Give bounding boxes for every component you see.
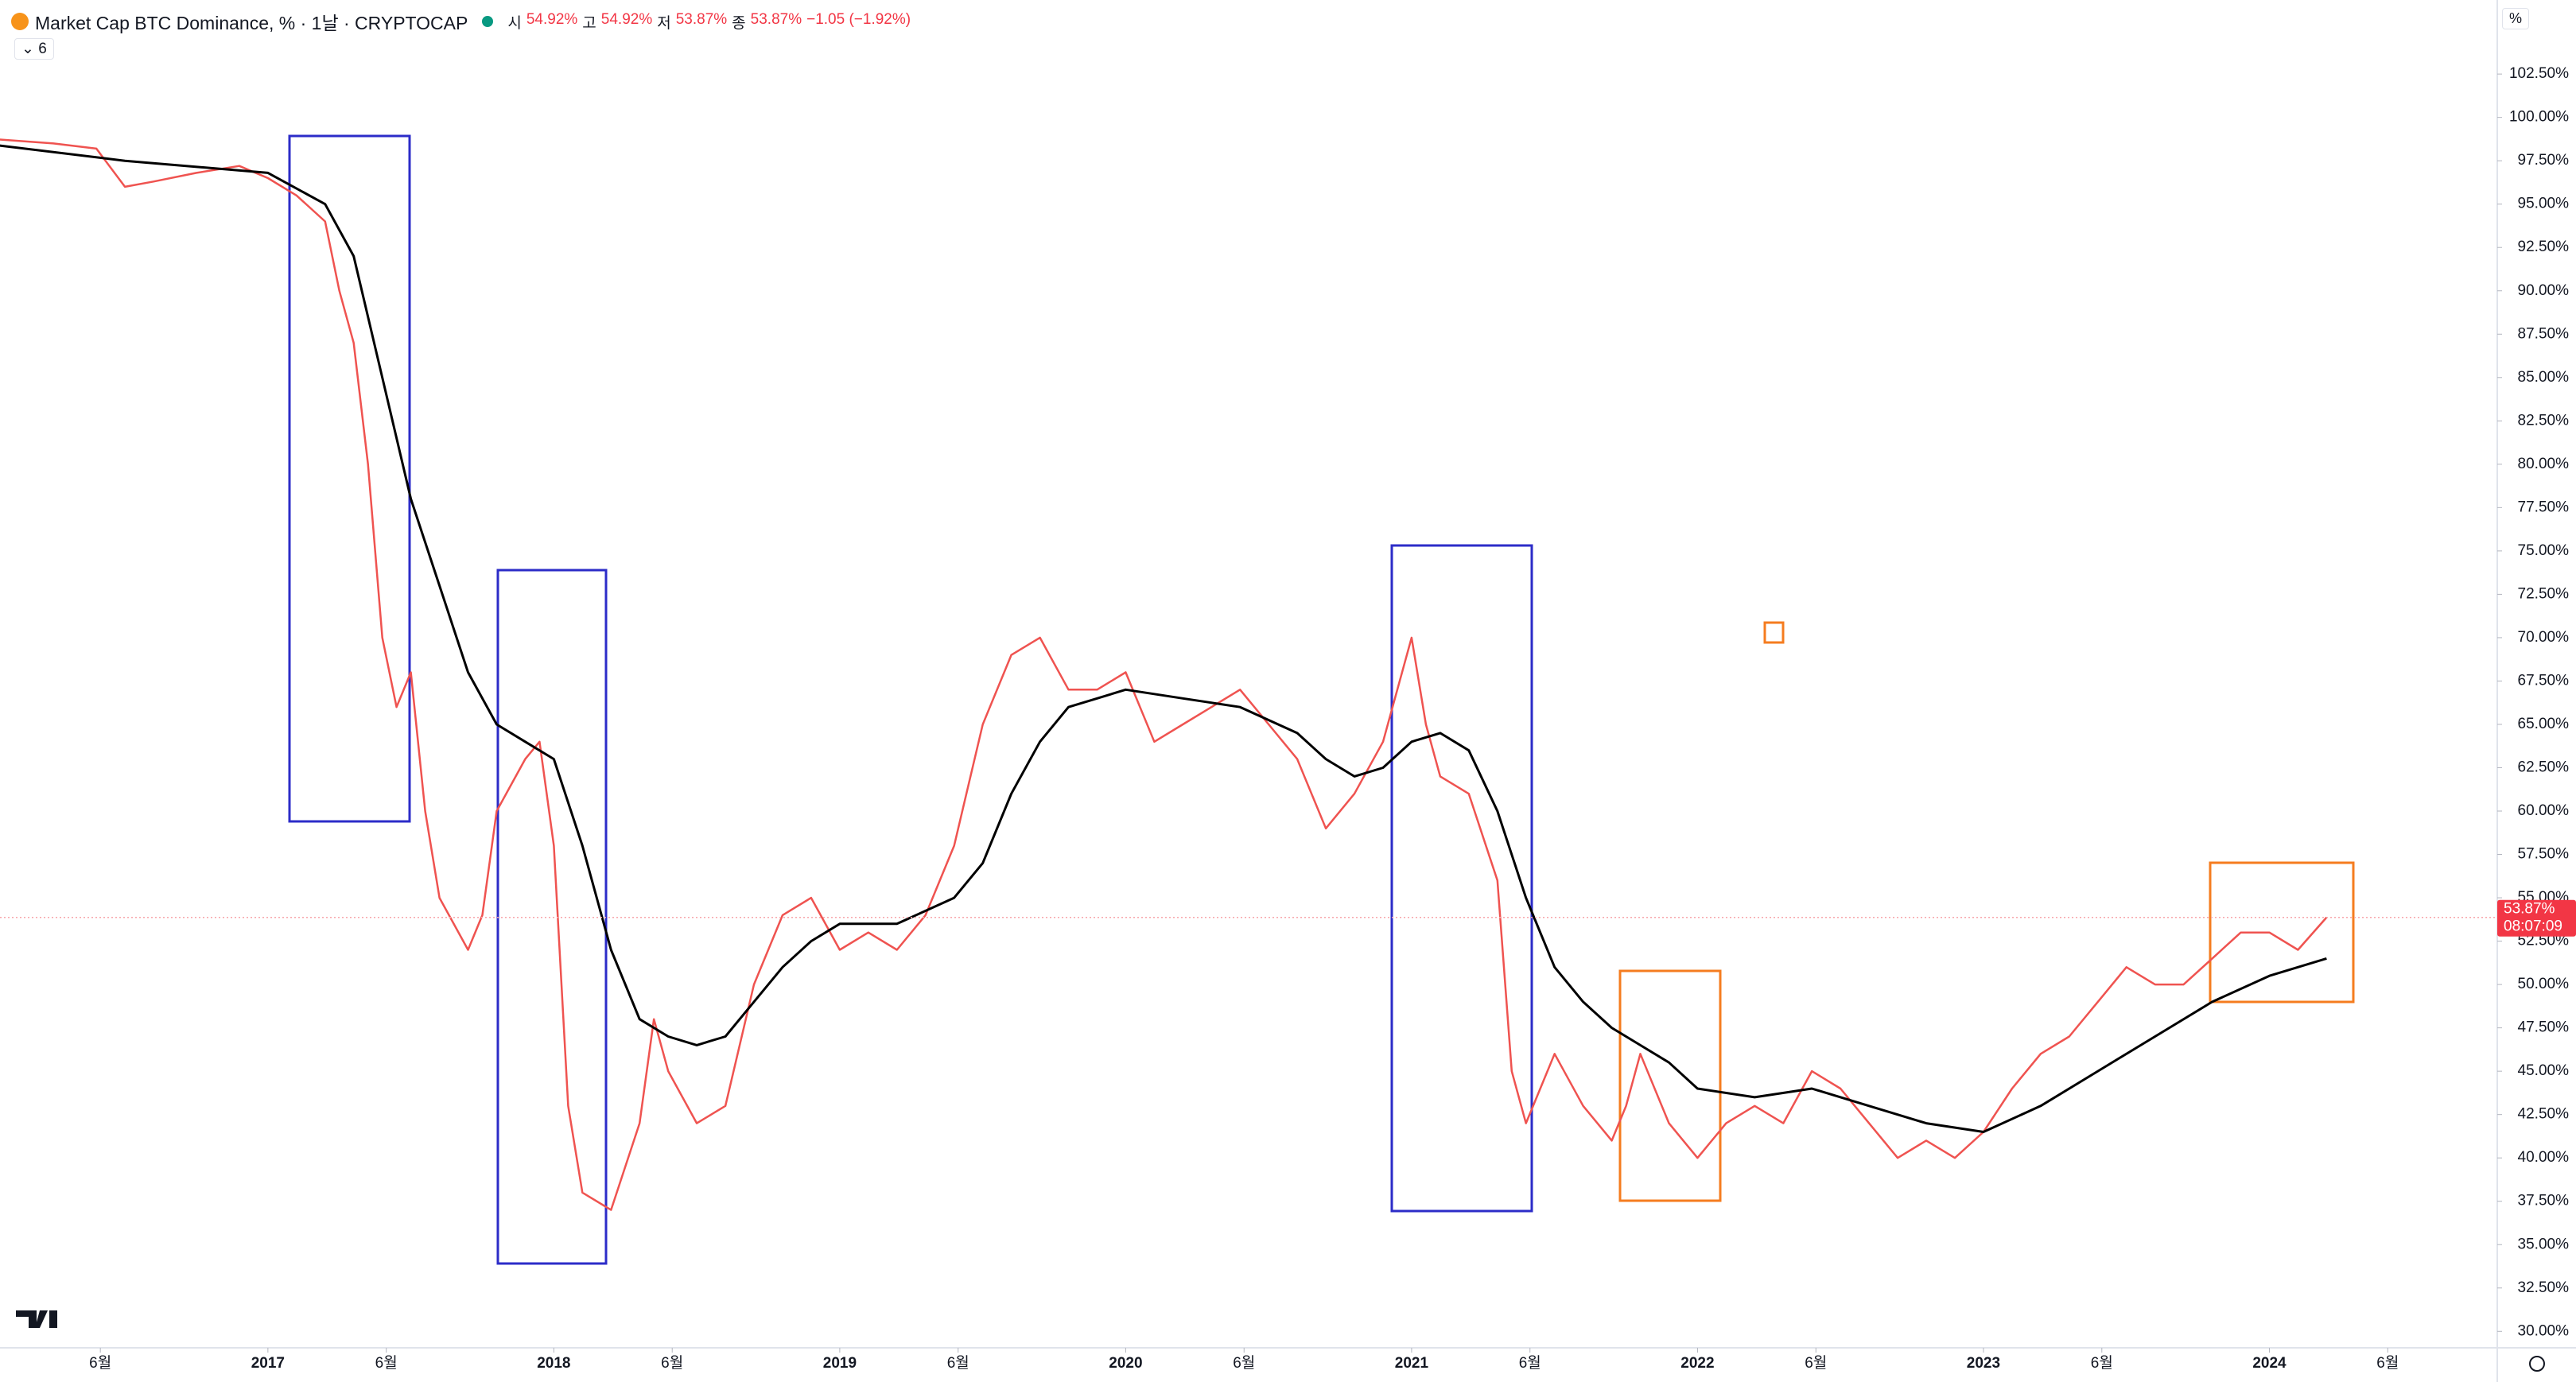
y-tick-label: 82.50% xyxy=(2518,412,2570,429)
y-tick-label: 65.00% xyxy=(2518,716,2570,732)
ohlc-label: 고 xyxy=(582,14,596,32)
x-tick-label: 6월 xyxy=(2376,1354,2399,1372)
y-tick-label: 35.00% xyxy=(2518,1236,2570,1252)
logo xyxy=(16,1310,57,1328)
x-tick-label: 6월 xyxy=(947,1354,969,1372)
annotations xyxy=(288,134,2355,1265)
annotation-box xyxy=(288,134,411,823)
price-label: 53.87% xyxy=(2504,901,2555,918)
y-tick-label: 45.00% xyxy=(2518,1062,2570,1079)
series-line xyxy=(0,144,2327,1133)
scale-label: % xyxy=(2509,10,2523,26)
y-tick-label: 85.00% xyxy=(2518,369,2570,386)
x-tick-label: 2022 xyxy=(1680,1355,1714,1372)
y-tick-label: 67.50% xyxy=(2518,672,2570,689)
y-tick-label: 60.00% xyxy=(2518,802,2570,819)
y-tick-label: 37.50% xyxy=(2518,1193,2570,1209)
annotation-box xyxy=(1618,969,1722,1202)
y-tick-label: 92.50% xyxy=(2518,239,2570,255)
y-tick-label: 72.50% xyxy=(2518,585,2570,602)
x-tick-label: 6월 xyxy=(375,1354,398,1372)
series-line xyxy=(0,138,2328,1211)
price-badge xyxy=(2497,899,2576,937)
x-tick-label: 2024 xyxy=(2252,1355,2287,1372)
x-tick-label: 2020 xyxy=(1109,1355,1142,1372)
annotation-box xyxy=(1390,544,1533,1213)
x-tick-label: 6월 xyxy=(661,1354,683,1372)
ohlc-value: 53.87% xyxy=(675,10,728,28)
coin-icon xyxy=(11,13,29,30)
y-tick-label: 80.00% xyxy=(2518,456,2570,472)
y-tick-label: 40.00% xyxy=(2518,1149,2570,1166)
y-tick-label: 102.50% xyxy=(2509,65,2569,82)
countdown: 08:07:09 xyxy=(2504,918,2562,935)
ohlc: 시 54.92% 고 54.92% 저 53.87% 종 53.87% −1.05 (−… xyxy=(507,11,911,33)
scale-button[interactable]: % xyxy=(2502,8,2530,29)
y-tick-label: 87.50% xyxy=(2518,325,2570,342)
indicator-count: 6 xyxy=(38,41,47,57)
x-tick-label: 6월 xyxy=(2091,1354,2113,1372)
y-tick-label: 75.00% xyxy=(2518,542,2570,559)
x-tick-label: 6월 xyxy=(1233,1354,1255,1372)
y-tick-label: 70.00% xyxy=(2518,629,2570,646)
annotation-box xyxy=(2209,861,2355,1004)
y-tick-label: 90.00% xyxy=(2518,282,2570,299)
y-tick-label: 100.00% xyxy=(2509,109,2569,126)
ohlc-value: 53.87% xyxy=(750,10,802,28)
x-tick-label: 2023 xyxy=(1967,1355,2000,1372)
y-tick-label: 77.50% xyxy=(2518,499,2570,515)
y-tick-label: 32.50% xyxy=(2518,1279,2570,1296)
x-tick-label: 2021 xyxy=(1395,1355,1429,1372)
logo-mark xyxy=(16,1310,57,1328)
y-tick-label: 57.50% xyxy=(2518,846,2570,863)
y-tick-label: 42.50% xyxy=(2518,1106,2570,1123)
y-tick-label: 47.50% xyxy=(2518,1019,2570,1036)
y-tick-label: 50.00% xyxy=(2518,976,2570,992)
annotation-box xyxy=(1763,621,1785,644)
status-dot xyxy=(482,16,494,27)
x-tick-label: 6월 xyxy=(1805,1354,1827,1372)
ohlc-value: 54.92% xyxy=(600,10,653,28)
x-tick-label: 2018 xyxy=(537,1355,570,1372)
legend-header: Market Cap BTC Dominance, % · 1날 · CRYPT… xyxy=(11,8,911,35)
x-tick-label: 6월 xyxy=(89,1354,111,1372)
change: −1.05 (−1.92%) xyxy=(806,10,911,28)
y-tick-label: 97.50% xyxy=(2518,152,2570,169)
y-tick-label: 95.00% xyxy=(2518,196,2570,212)
y-tick-label: 52.50% xyxy=(2518,933,2570,949)
y-tick-label: 62.50% xyxy=(2518,759,2570,776)
symbol-title: Market Cap BTC Dominance, % · 1날 · CRYPT… xyxy=(35,13,468,33)
ohlc-label: 종 xyxy=(732,14,746,32)
x-tick-label: 2019 xyxy=(823,1355,857,1372)
settings-icon[interactable] xyxy=(2529,1356,2545,1372)
x-tick-label: 6월 xyxy=(1519,1354,1541,1372)
y-tick-label: 30.00% xyxy=(2518,1322,2570,1339)
x-tick-label: 2017 xyxy=(251,1355,285,1372)
ohlc-label: 저 xyxy=(657,14,671,32)
ohlc-value: 54.92% xyxy=(526,10,578,28)
ohlc-label: 시 xyxy=(507,14,522,32)
indicator-toggle[interactable]: ⌄ 6 xyxy=(14,38,54,60)
